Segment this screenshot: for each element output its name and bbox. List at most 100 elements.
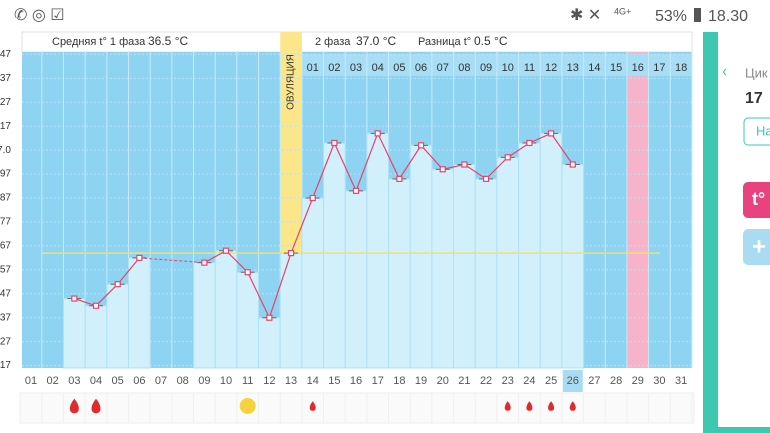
bar <box>214 250 238 369</box>
bar <box>106 283 130 369</box>
status-icons: ✱ ✕ <box>570 7 601 24</box>
arrow: ❮ <box>722 69 727 76</box>
bar <box>366 132 390 369</box>
phase-day-label: 18 <box>675 62 687 74</box>
y-tick-label: 27 <box>0 336 11 347</box>
phase2-label: 2 фаза <box>315 36 351 48</box>
drop-icon <box>91 398 101 414</box>
bar <box>323 142 346 369</box>
diff-label: Разница t° <box>418 36 471 48</box>
ovulation-label: ОВУЛЯЦИЯ <box>286 54 297 110</box>
bar <box>84 305 108 369</box>
x-tick-label: 11 <box>242 375 253 387</box>
bar <box>453 164 476 369</box>
point <box>331 139 338 147</box>
bar <box>236 271 260 369</box>
point <box>92 302 100 309</box>
x-tick-label: 21 <box>458 375 470 387</box>
point <box>461 161 468 168</box>
point <box>482 175 490 182</box>
drop-icon <box>548 401 555 411</box>
point <box>569 161 576 168</box>
phase-day-label: 07 <box>437 62 449 74</box>
x-tick-label: 03 <box>68 375 80 387</box>
add-button-label[interactable]: + <box>752 233 766 260</box>
point <box>374 130 381 137</box>
x-tick-label: 10 <box>220 375 232 387</box>
temp-button[interactable] <box>743 182 770 218</box>
bar <box>193 262 216 369</box>
y-tick-label: 37 <box>0 73 11 84</box>
y-tick-label: 67 <box>0 241 11 252</box>
drop-icon <box>69 398 79 414</box>
drop-icon <box>504 401 511 411</box>
x-tick-label: 27 <box>588 375 600 387</box>
phase1-label: Средняя t° 1 фаза <box>52 36 146 48</box>
y-tick-label: 27 <box>0 97 11 108</box>
y-tick-label: 77 <box>0 217 11 228</box>
battery: 53% <box>655 8 687 25</box>
x-tick-label: 14 <box>307 375 319 387</box>
point <box>547 130 555 137</box>
x-tick-label: 28 <box>610 375 622 387</box>
x-tick-label: 12 <box>263 375 275 387</box>
bar <box>518 142 541 369</box>
phase-day-label: 17 <box>653 62 665 74</box>
x-tick-label: 09 <box>198 375 210 387</box>
phase-day-label: 15 <box>610 62 622 74</box>
phase-day-label: 01 <box>307 62 319 74</box>
phase-day-label: 10 <box>502 62 514 74</box>
button-label[interactable]: На <box>756 123 770 138</box>
x-tick-label: 30 <box>653 375 665 387</box>
network: 4G+ <box>614 6 631 16</box>
bar <box>279 252 303 369</box>
point <box>71 295 78 302</box>
drop-icon <box>526 401 533 411</box>
bar <box>258 317 281 369</box>
y-tick-label: 37 <box>0 312 11 323</box>
point <box>504 154 511 161</box>
point <box>201 259 208 266</box>
drop-icon <box>569 401 576 411</box>
point <box>287 249 295 257</box>
bar <box>388 178 411 369</box>
button[interactable] <box>743 117 770 146</box>
bar <box>474 178 498 369</box>
phase-day-label: 03 <box>350 62 362 74</box>
phase1-value: 36.5 °C <box>148 34 188 48</box>
phase-day-label: 11 <box>524 62 535 74</box>
bar <box>431 168 455 369</box>
x-tick-label: 08 <box>177 375 189 387</box>
y-tick-label: 97 <box>0 169 11 180</box>
temperature-line <box>74 257 140 307</box>
chart: 47 37 27 17 7.0 97 87 77 67 57 47 37 27 17 ОВУЛЯЦИЯ 01 0… <box>0 32 695 424</box>
temperature-line <box>204 131 574 320</box>
bar <box>344 190 368 369</box>
temp-button-label[interactable]: t° <box>752 189 765 209</box>
x-tick-label: 01 <box>25 375 37 387</box>
point <box>439 166 446 173</box>
phase-day-label: 04 <box>372 62 384 74</box>
y-tick-label: 57 <box>0 264 11 275</box>
point <box>396 175 403 182</box>
phase-day-label: 16 <box>632 62 644 74</box>
time: 18.30 <box>708 8 748 25</box>
add-button[interactable] <box>743 229 770 265</box>
status-icons: ✆ ◎ ☑ <box>14 7 65 24</box>
phase-day-label: 08 <box>458 62 470 74</box>
x-tick-label: 25 <box>545 375 557 387</box>
phase-day-label: 06 <box>415 62 427 74</box>
y-tick-label: 47 <box>0 288 11 299</box>
highlight-column <box>626 52 649 368</box>
point <box>526 139 533 147</box>
x-tick-label: 23 <box>502 375 514 387</box>
phase-day-label: 05 <box>393 62 405 74</box>
x-tick-label: 16 <box>350 375 362 387</box>
point <box>114 281 121 288</box>
gap-line <box>139 257 205 264</box>
bar <box>409 144 433 369</box>
y-tick-label: 17 <box>0 121 11 132</box>
drop-icon <box>309 401 316 411</box>
